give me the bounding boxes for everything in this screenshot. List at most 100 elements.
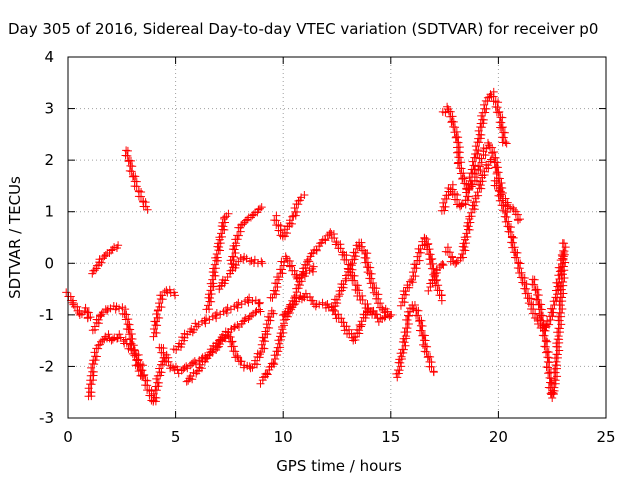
- data-point: [548, 304, 557, 313]
- data-point: [557, 320, 566, 329]
- data-point: [138, 372, 147, 381]
- data-point: [166, 288, 175, 297]
- data-point: [448, 253, 457, 262]
- data-point: [498, 138, 507, 147]
- data-point: [292, 284, 301, 293]
- data-point: [123, 151, 132, 160]
- data-point: [281, 252, 290, 261]
- data-point: [152, 386, 161, 395]
- data-point: [289, 211, 298, 220]
- tick-layer: 0 5 10 15 20 25 -3 -2 -1 0 1 2 3 4: [39, 48, 616, 446]
- data-point: [214, 239, 223, 248]
- data-point: [414, 306, 423, 315]
- data-point: [437, 206, 446, 215]
- data-point: [502, 139, 511, 148]
- data-point: [329, 302, 338, 311]
- data-point: [90, 266, 99, 275]
- y-tick-label: -3: [39, 409, 54, 427]
- data-point: [545, 358, 554, 367]
- data-point: [366, 279, 375, 288]
- data-series-track: [396, 233, 446, 310]
- data-point: [191, 319, 200, 328]
- data-point: [197, 364, 206, 373]
- data-point: [547, 390, 556, 399]
- data-point: [530, 280, 539, 289]
- data-point: [475, 162, 484, 171]
- y-tick-label: 3: [44, 100, 54, 118]
- data-point: [476, 181, 485, 190]
- data-point: [272, 221, 281, 230]
- data-point: [500, 128, 509, 137]
- data-point: [415, 317, 424, 326]
- data-point: [171, 291, 179, 300]
- data-point: [229, 252, 238, 261]
- data-point: [385, 312, 394, 321]
- data-point: [423, 245, 432, 254]
- data-point: [350, 276, 359, 285]
- data-point: [155, 299, 164, 308]
- data-series-track: [169, 293, 264, 354]
- data-point: [256, 350, 265, 359]
- data-point: [545, 312, 554, 321]
- data-point: [458, 250, 467, 259]
- data-point: [131, 346, 140, 355]
- data-point: [460, 233, 469, 242]
- data-point: [476, 166, 485, 175]
- data-point: [471, 149, 480, 158]
- data-point: [233, 351, 242, 360]
- data-point: [543, 337, 552, 346]
- data-point: [277, 332, 286, 341]
- data-point: [115, 304, 124, 313]
- data-point: [295, 281, 304, 290]
- y-tick-label: 1: [44, 203, 54, 221]
- data-point: [219, 222, 228, 231]
- data-point: [233, 353, 242, 362]
- data-point: [275, 339, 284, 348]
- data-point: [341, 276, 350, 285]
- data-point: [248, 297, 257, 306]
- x-tick-label: 20: [489, 428, 508, 446]
- data-point: [538, 321, 547, 330]
- data-point: [457, 164, 466, 173]
- data-point: [438, 260, 447, 269]
- y-tick-label: 4: [44, 48, 54, 66]
- data-point: [559, 289, 568, 298]
- data-point: [515, 264, 524, 273]
- data-point: [446, 112, 455, 121]
- data-point: [554, 332, 563, 341]
- data-series-track: [424, 260, 448, 295]
- data-point: [348, 259, 357, 268]
- data-point: [439, 261, 448, 270]
- data-point: [245, 293, 254, 302]
- data-point: [206, 279, 215, 288]
- data-point: [557, 285, 566, 294]
- data-point: [94, 315, 103, 324]
- data-point: [501, 217, 510, 226]
- data-point: [476, 177, 485, 186]
- data-point: [182, 362, 191, 371]
- data-point: [128, 172, 137, 181]
- data-point: [452, 148, 461, 157]
- data-point: [274, 347, 283, 356]
- data-point: [155, 364, 164, 373]
- data-point: [556, 301, 565, 310]
- data-series-track: [149, 285, 179, 341]
- data-point: [478, 108, 487, 117]
- data-point: [268, 293, 277, 302]
- data-point: [556, 308, 565, 317]
- data-series-track: [490, 176, 568, 335]
- data-point: [465, 173, 474, 182]
- data-point: [426, 250, 435, 259]
- data-point: [460, 242, 469, 251]
- data-point: [130, 351, 139, 360]
- data-point: [464, 192, 473, 201]
- data-point: [121, 305, 130, 314]
- data-point: [457, 201, 466, 210]
- data-point: [84, 308, 93, 317]
- data-point: [491, 163, 500, 172]
- data-point: [278, 322, 286, 331]
- data-point: [558, 293, 567, 302]
- data-point: [465, 184, 474, 193]
- data-point: [413, 252, 422, 261]
- data-point: [534, 300, 543, 309]
